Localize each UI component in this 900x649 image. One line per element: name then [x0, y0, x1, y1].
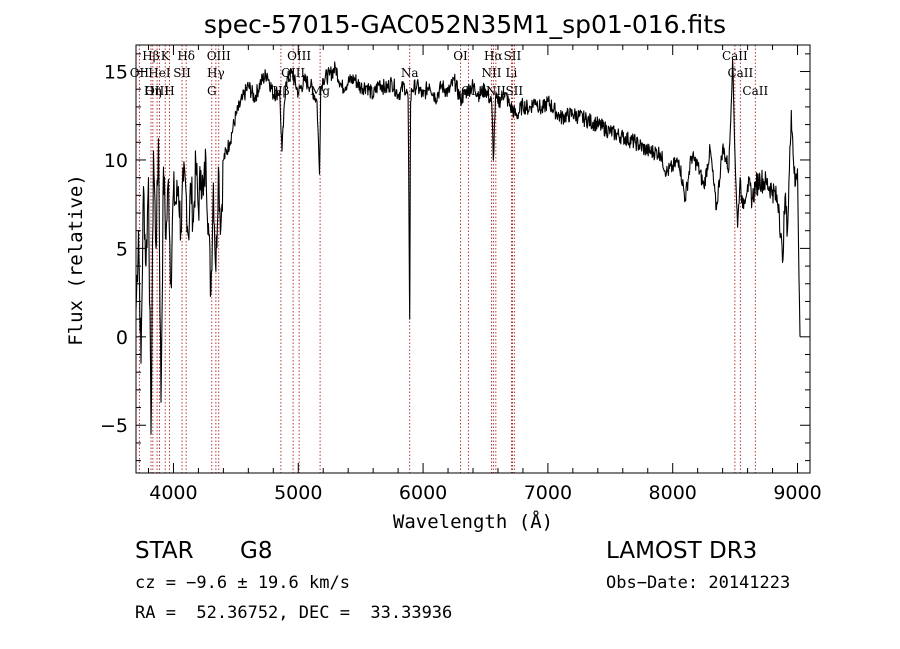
line-marker-label-2: Hδ [177, 49, 195, 63]
line-marker-label-0: Hβ [142, 49, 159, 63]
survey-name: LAMOST DR3 [606, 538, 758, 564]
line-marker-label-5: OI [453, 49, 468, 63]
line-marker-label-25: NII [486, 84, 506, 98]
redshift-velocity: cz = −9.6 ± 19.6 km/s [135, 573, 350, 593]
line-marker-label-18: OIII [145, 84, 169, 98]
object-subclass: G8 [240, 538, 273, 564]
line-marker-label-7: SII [504, 49, 522, 63]
line-marker-label-14: Na [401, 66, 419, 80]
line-marker-label-1: K [161, 49, 171, 63]
line-marker-label-11: SII [173, 66, 191, 80]
object-class: STAR [135, 538, 194, 564]
line-marker-label-15: NII [481, 66, 501, 80]
line-marker-label-9: OII [130, 66, 150, 80]
x-tick-label-8000: 8000 [649, 482, 697, 504]
y-tick-label-4: 15 [104, 62, 128, 84]
x-tick-label-6000: 6000 [399, 482, 447, 504]
line-marker-label-26: SII [505, 84, 523, 98]
x-tick-label-7000: 7000 [524, 482, 572, 504]
line-marker-label-3: OIII [207, 49, 231, 63]
line-marker-label-27: CaII [742, 84, 768, 98]
line-marker-label-16: Li [506, 66, 518, 80]
line-marker-label-17: CaII [727, 66, 753, 80]
y-tick-label-2: 5 [116, 238, 128, 260]
line-marker-label-20: H [164, 84, 174, 98]
x-tick-label-5000: 5000 [274, 482, 322, 504]
line-marker-label-6: Hα [484, 49, 503, 63]
x-axis: 4000 5000 6000 7000 8000 9000 [147, 45, 822, 504]
line-marker-label-8: CaII [722, 49, 748, 63]
observation-date: Obs−Date: 20141223 [606, 573, 791, 593]
spectrum-line [135, 58, 801, 435]
line-marker-label-21: G [207, 84, 217, 98]
x-axis-label: Wavelength (Å) [393, 510, 553, 533]
line-marker-label-12: Hγ [207, 66, 225, 80]
y-tick-label-0: −5 [100, 415, 128, 437]
coordinates: RA = 52.36752, DEC = 33.33936 [135, 603, 453, 623]
y-axis: −5 0 5 10 15 [100, 53, 810, 462]
chart-title: spec-57015-GAC052N35M1_sp01-016.fits [204, 10, 726, 39]
x-tick-label-9000: 9000 [773, 482, 821, 504]
emission-line-markers [138, 45, 756, 473]
y-tick-label-1: 0 [116, 327, 128, 349]
y-tick-label-3: 10 [104, 150, 128, 172]
line-marker-label-4: OIII [287, 49, 311, 63]
y-axis-label: Flux (relative) [65, 174, 87, 346]
line-marker-label-10: HeI [148, 66, 171, 80]
line-marker-label-19: Hη [144, 84, 162, 98]
x-tick-label-4000: 4000 [149, 482, 197, 504]
